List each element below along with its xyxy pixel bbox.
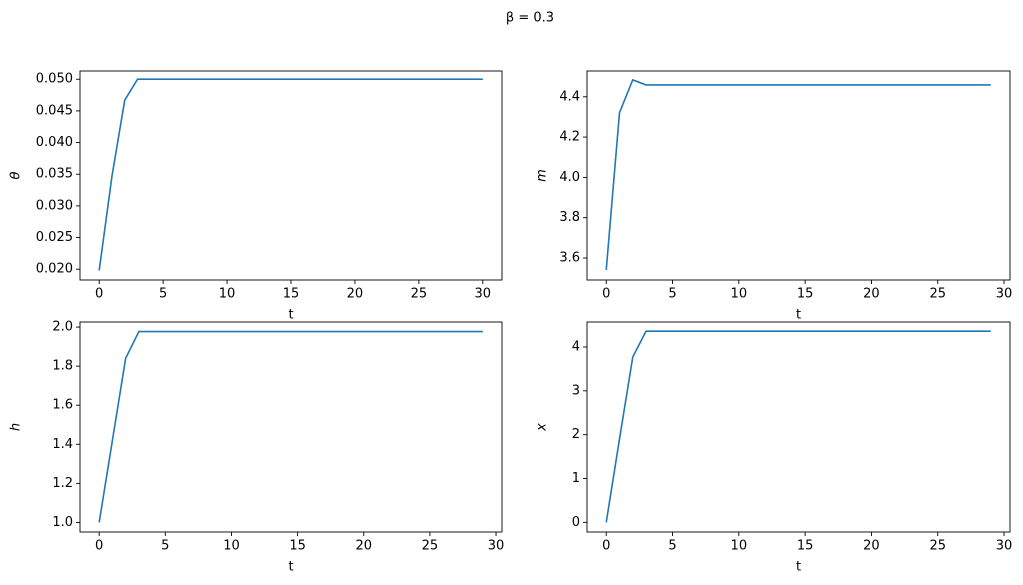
y-tick-label: 4.0 bbox=[559, 170, 580, 185]
data-line bbox=[605, 330, 991, 523]
x-tick-label: 15 bbox=[797, 539, 814, 554]
x-tick-label: 10 bbox=[731, 539, 748, 554]
x-axis-label: t bbox=[288, 308, 293, 323]
figure-title: β = 0.3 bbox=[506, 11, 554, 26]
x-tick-label: 0 bbox=[602, 287, 610, 302]
y-tick-label: 0.040 bbox=[36, 135, 73, 150]
y-tick-label: 0.050 bbox=[36, 72, 73, 87]
y-tick-label: 3.6 bbox=[559, 251, 580, 266]
y-axis-label: m bbox=[535, 169, 550, 182]
x-tick-label: 5 bbox=[668, 539, 676, 554]
x-tick-label: 0 bbox=[95, 287, 103, 302]
y-tick-label: 1.0 bbox=[52, 515, 73, 530]
x-tick-label: 25 bbox=[411, 287, 428, 302]
x-tick-label: 15 bbox=[797, 287, 814, 302]
x-axis-label: t bbox=[288, 560, 293, 575]
y-tick-label: 1.6 bbox=[52, 398, 73, 413]
y-tick-label: 3 bbox=[572, 383, 580, 398]
x-axis-label: t bbox=[796, 560, 801, 575]
x-axis-label: t bbox=[796, 308, 801, 323]
data-line bbox=[98, 78, 483, 271]
x-tick-label: 25 bbox=[929, 287, 946, 302]
y-tick-label: 2.0 bbox=[52, 320, 73, 335]
axes-frame bbox=[586, 70, 1011, 281]
x-tick-label: 30 bbox=[475, 287, 492, 302]
x-tick-label: 10 bbox=[219, 287, 236, 302]
y-tick-label: 0.035 bbox=[36, 167, 73, 182]
y-tick-label: 1.2 bbox=[52, 476, 73, 491]
y-axis-label: θ bbox=[9, 171, 24, 179]
x-tick-label: 5 bbox=[161, 539, 169, 554]
x-tick-label: 25 bbox=[929, 539, 946, 554]
x-tick-label: 15 bbox=[289, 539, 306, 554]
y-tick-label: 4.4 bbox=[559, 89, 580, 104]
x-tick-label: 20 bbox=[347, 287, 364, 302]
y-tick-label: 2 bbox=[572, 427, 580, 442]
y-tick-label: 1.8 bbox=[52, 359, 73, 374]
x-tick-label: 0 bbox=[95, 539, 103, 554]
x-tick-label: 0 bbox=[602, 539, 610, 554]
x-tick-label: 30 bbox=[488, 539, 505, 554]
x-tick-label: 15 bbox=[283, 287, 300, 302]
x-tick-label: 20 bbox=[355, 539, 372, 554]
y-tick-label: 1 bbox=[572, 471, 580, 486]
x-tick-label: 25 bbox=[422, 539, 439, 554]
y-tick-label: 0 bbox=[572, 515, 580, 530]
y-tick-label: 0.025 bbox=[36, 230, 73, 245]
y-tick-label: 4.2 bbox=[559, 130, 580, 145]
y-tick-label: 0.030 bbox=[36, 198, 73, 213]
x-tick-label: 5 bbox=[159, 287, 167, 302]
y-axis-label: h bbox=[9, 423, 24, 431]
y-tick-label: 4 bbox=[572, 339, 580, 354]
x-tick-label: 30 bbox=[996, 539, 1013, 554]
axes-frame bbox=[586, 321, 1011, 533]
data-line bbox=[605, 78, 991, 270]
y-tick-label: 1.4 bbox=[52, 437, 73, 452]
y-tick-label: 3.8 bbox=[559, 210, 580, 225]
y-tick-label: 0.045 bbox=[36, 103, 73, 118]
axes-frame bbox=[79, 321, 503, 533]
y-tick-label: 0.020 bbox=[36, 262, 73, 277]
data-line bbox=[98, 330, 483, 523]
x-tick-label: 20 bbox=[863, 287, 880, 302]
x-tick-label: 10 bbox=[223, 539, 240, 554]
axes-frame bbox=[79, 70, 503, 281]
x-tick-label: 5 bbox=[668, 287, 676, 302]
x-tick-label: 10 bbox=[731, 287, 748, 302]
x-tick-label: 20 bbox=[863, 539, 880, 554]
x-tick-label: 30 bbox=[996, 287, 1013, 302]
y-axis-label: x bbox=[535, 423, 550, 432]
